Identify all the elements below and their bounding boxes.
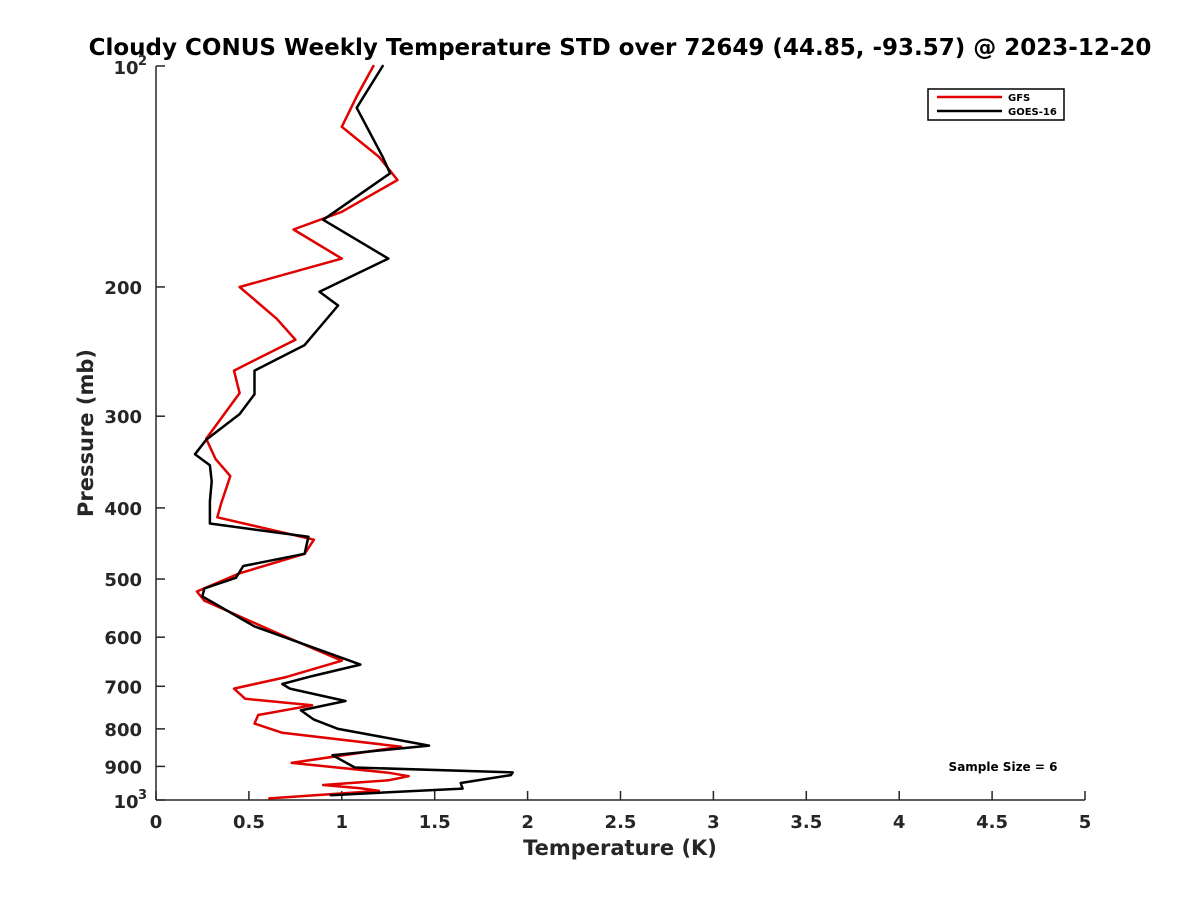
- x-tick-label: 2.5: [605, 812, 637, 833]
- y-tick-label-base: 10: [113, 792, 138, 813]
- series-layer: [193, 64, 514, 800]
- y-tick-label-exponent: 2: [138, 54, 147, 69]
- x-tick-label: 0: [150, 812, 163, 833]
- y-tick-label-exponent: 3: [138, 788, 147, 803]
- y-tick-label: 500: [104, 570, 142, 591]
- legend-label-goes16: GOES-16: [1008, 107, 1057, 118]
- y-tick-label: 800: [104, 720, 142, 741]
- x-tick-label: 3.5: [790, 812, 822, 833]
- legend: GFS GOES-16: [927, 88, 1065, 121]
- y-tick-label: 400: [104, 499, 142, 520]
- legend-label-gfs: GFS: [1008, 93, 1030, 104]
- axes: 0 0.5 1 1.5 2 2.5 3 3.5 4 4.5 510 22003004005006007…: [104, 54, 1091, 833]
- legend-box: [927, 88, 1065, 121]
- sample-size-annotation: Sample Size = 6: [949, 760, 1058, 774]
- y-tick-label: 200: [104, 278, 142, 299]
- y-axis-label: Pressure (mb): [74, 349, 98, 517]
- x-tick-label: 4: [893, 812, 906, 833]
- y-tick-label: 300: [104, 407, 142, 428]
- x-tick-label: 4.5: [976, 812, 1008, 833]
- x-tick-label: 5: [1079, 812, 1092, 833]
- series-line-gfs: [195, 64, 410, 800]
- x-tick-label: 3: [707, 812, 720, 833]
- y-tick-label-base: 10: [113, 58, 138, 79]
- y-tick-label: 900: [104, 757, 142, 778]
- series-line-goes16: [193, 64, 514, 797]
- y-tick-label: 700: [104, 677, 142, 698]
- chart-title: Cloudy CONUS Weekly Temperature STD over…: [89, 35, 1152, 61]
- y-tick-label: 600: [104, 628, 142, 649]
- x-axis-label: Temperature (K): [523, 836, 717, 860]
- x-tick-label: 1.5: [419, 812, 451, 833]
- x-tick-label: 0.5: [233, 812, 265, 833]
- y-tick-label-power: 10 2: [113, 54, 147, 79]
- x-tick-label: 2: [521, 812, 534, 833]
- y-tick-label-power: 10 3: [113, 788, 147, 813]
- x-tick-label: 1: [336, 812, 349, 833]
